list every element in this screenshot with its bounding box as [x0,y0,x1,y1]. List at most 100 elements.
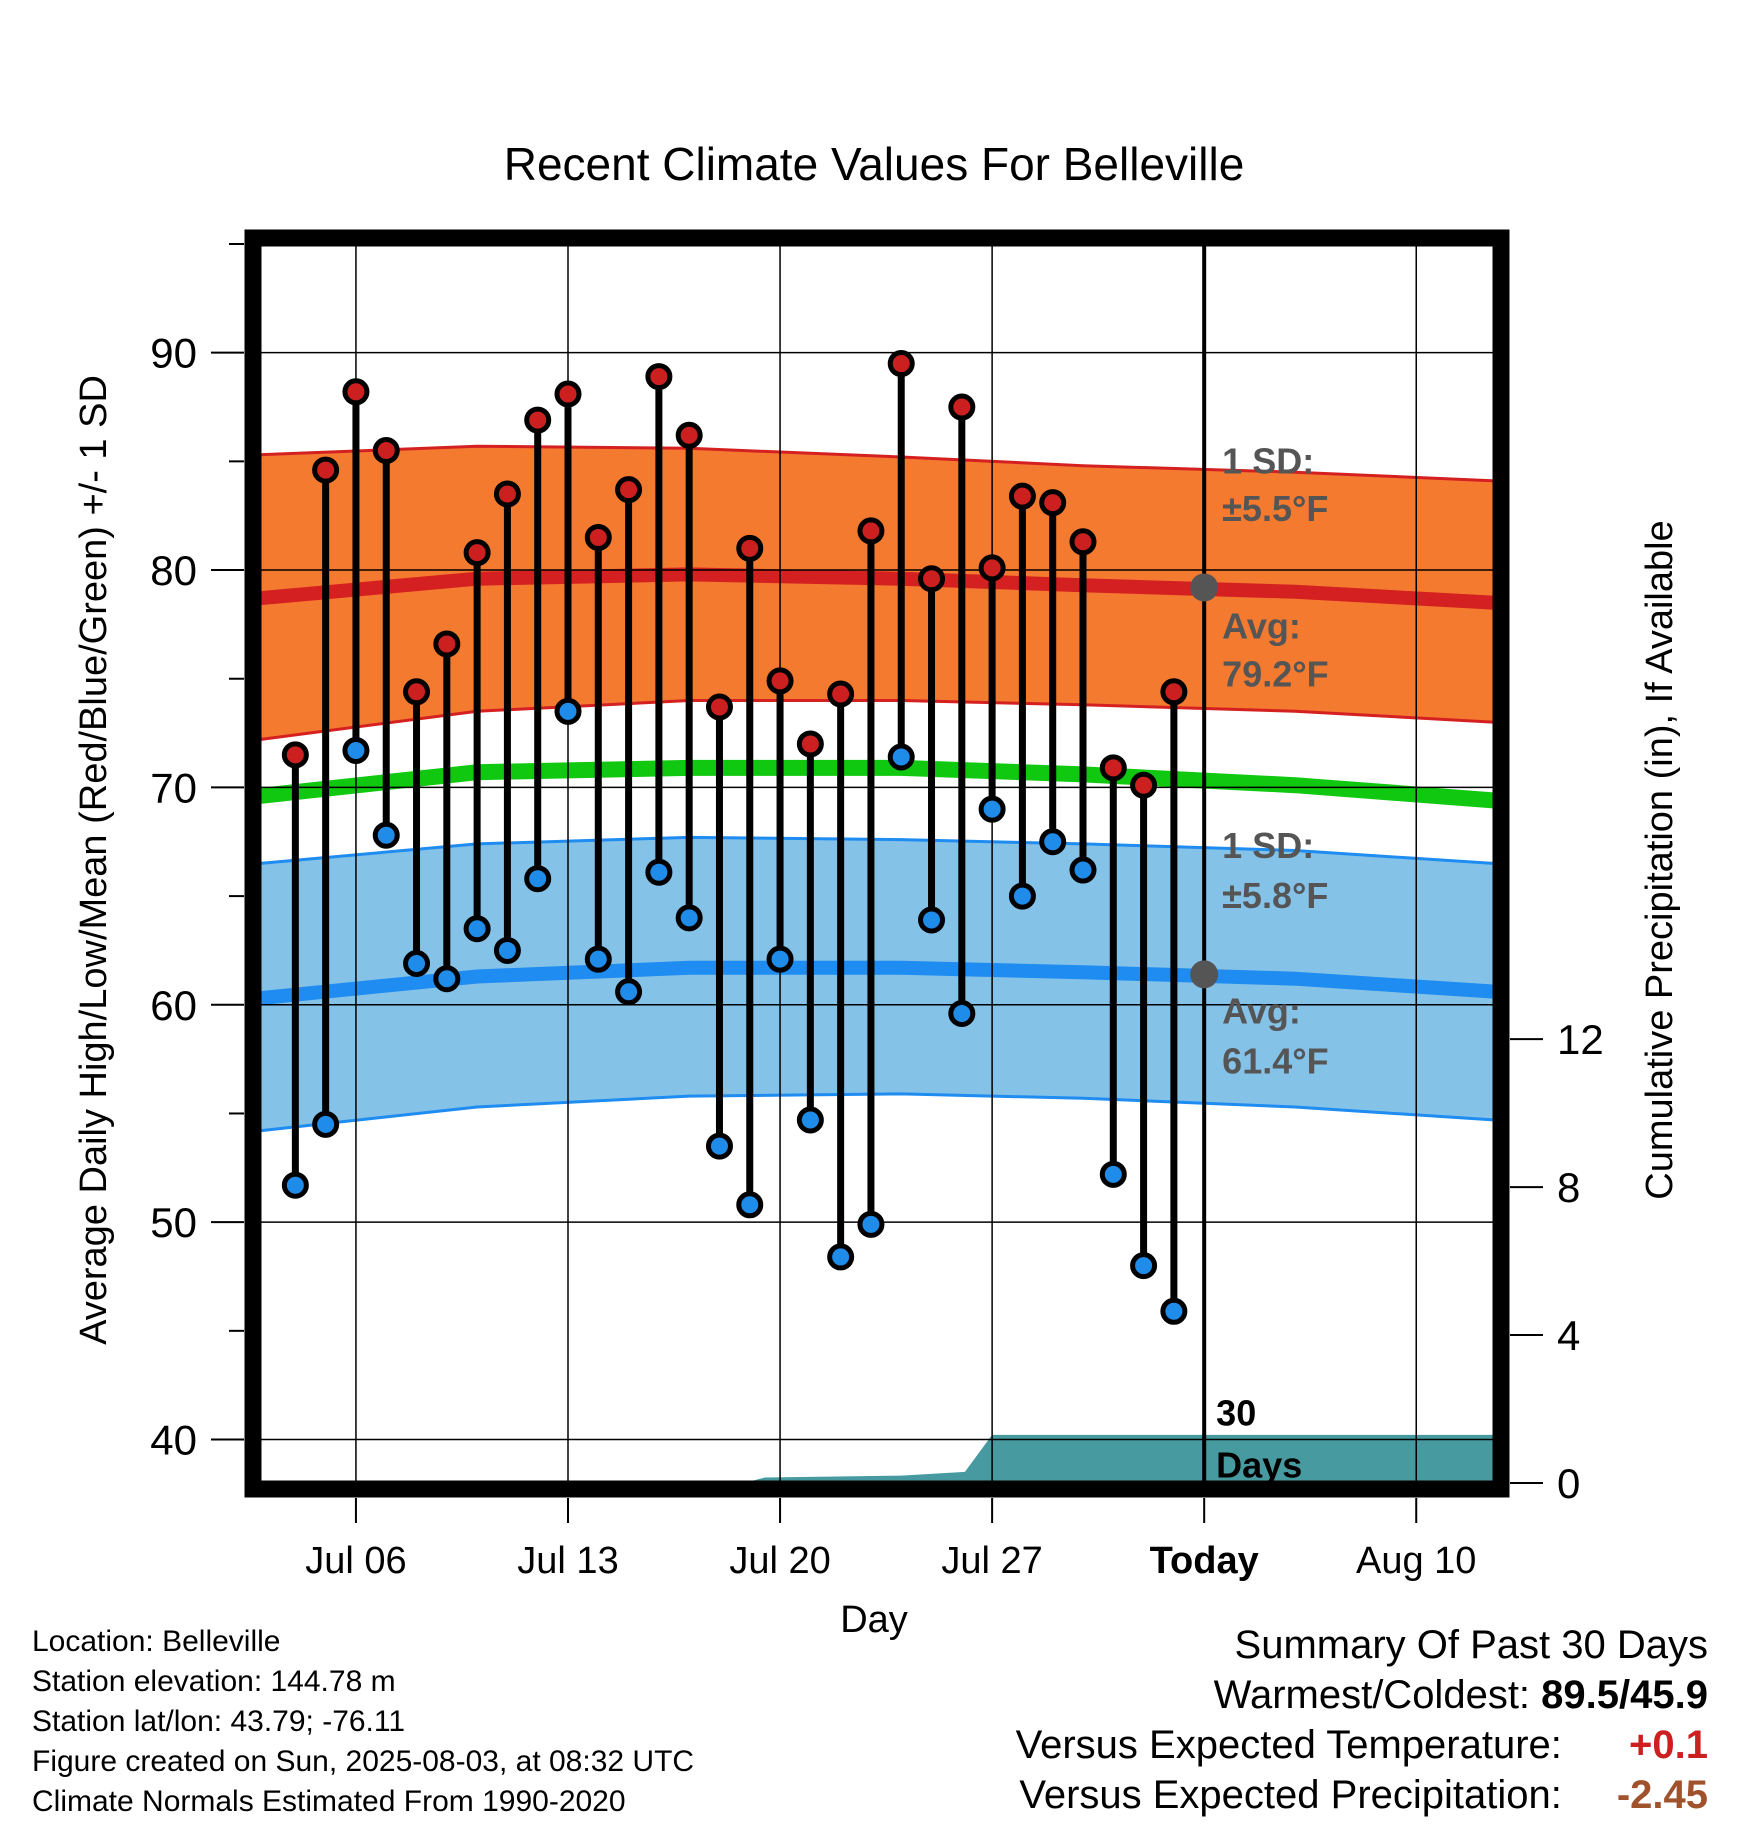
daily-high-point [948,393,976,421]
daily-high-point [827,680,855,708]
daily-low-point [403,949,431,977]
chart-title: Recent Climate Values For Belleville [504,138,1245,190]
today-high-avg-marker [1190,573,1219,602]
daily-high-point [736,534,764,562]
low-sd-label: 1 SD: [1222,825,1314,866]
daily-low-point [675,904,703,932]
daily-low-point [584,945,612,973]
daily-high-point [403,678,431,706]
daily-low-point [766,945,794,973]
summary-panel: Summary Of Past 30 Days Warmest/Coldest:… [1016,1620,1708,1820]
daily-high-point [554,380,582,408]
daily-low-point [493,936,521,964]
precip-tick-label: 12 [1557,1016,1604,1063]
daily-high-point [433,630,461,658]
daily-low-point [1130,1252,1158,1280]
daily-low-point [796,1106,824,1134]
x-tick-label: Jul 13 [517,1540,618,1582]
normals-text: Climate Normals Estimated From 1990-2020 [32,1785,626,1818]
daily-low-point [312,1110,340,1138]
daily-low-point [827,1243,855,1271]
daily-low-point [1069,856,1097,884]
y-tick-label: 80 [150,547,197,594]
daily-high-point [796,730,824,758]
daily-low-point [978,795,1006,823]
temp-departure-value: +0.1 [1629,1723,1708,1767]
high-avg-label: Avg: [1222,606,1301,647]
normal-low-line [259,960,1495,1006]
y-tick-label: 60 [150,982,197,1029]
today-low-avg-marker [1190,960,1219,989]
warm-cold-value: 89.5/45.9 [1541,1673,1708,1717]
precip-departure-label: Versus Expected Precipitation: [1019,1773,1562,1817]
daily-low-point [705,1132,733,1160]
x-tick-label: Today [1150,1540,1259,1582]
daily-high-point [342,378,370,406]
warm-cold-row: Warmest/Coldest: 89.5/45.9 [1016,1670,1708,1720]
plot-frame [244,229,1510,1498]
daily-high-point [312,456,340,484]
daily-low-point [645,858,673,886]
plot-content [259,244,1495,1483]
daily-low-point [736,1191,764,1219]
daily-high-point [615,476,643,504]
days-count-label: 30 [1216,1392,1256,1433]
daily-high-point [766,667,794,695]
daily-low-point [1099,1160,1127,1188]
y-tick-label: 40 [150,1417,197,1464]
warm-cold-label: Warmest/Coldest: [1213,1673,1531,1717]
x-tick-label: Jul 27 [941,1540,1042,1582]
daily-high-point [1069,528,1097,556]
daily-high-point [372,437,400,464]
daily-low-point [1008,882,1036,910]
daily-high-point [645,363,673,391]
daily-high-point [705,693,733,721]
x-tick-label: Jul 20 [729,1540,830,1582]
daily-low-point [887,743,915,771]
y-axis-label-right: Cumulative Precipitation (in), If Availa… [1639,520,1681,1199]
daily-high-point [1160,678,1188,706]
daily-high-point [281,741,309,769]
daily-high-point [524,406,552,434]
plot-area: 1 SD: ±5.5°F Avg: 79.2°F 1 SD: ±5.8°F Avg: 61.4… [150,229,1604,1582]
high-avg-value: 79.2°F [1222,653,1328,694]
y-tick-label: 50 [150,1199,197,1246]
latlon-text: Station lat/lon: 43.79; -76.11 [32,1705,406,1738]
daily-low-point [857,1210,885,1238]
daily-high-point [584,523,612,551]
precip-tick-label: 8 [1557,1164,1580,1211]
temp-departure-label: Versus Expected Temperature: [1015,1723,1562,1767]
daily-high-point [493,480,521,508]
daily-high-point [918,565,946,593]
low-avg-value: 61.4°F [1222,1040,1328,1081]
precip-tick-label: 4 [1557,1312,1580,1359]
daily-low-point [342,736,370,764]
elevation-text: Station elevation: 144.78 m [32,1665,396,1698]
normal-low-sd-lower-edge [259,1092,1495,1133]
low-sd-value: ±5.8°F [1222,875,1328,916]
x-tick-label: Aug 10 [1356,1540,1476,1582]
daily-high-point [463,539,491,567]
precip-departure-value: -2.45 [1616,1773,1708,1817]
high-sd-value: ±5.5°F [1222,488,1328,529]
high-sd-label: 1 SD: [1222,440,1314,481]
low-avg-label: Avg: [1222,990,1301,1031]
precip-departure-row: Versus Expected Precipitation: -2.45 [1016,1770,1708,1820]
daily-high-point [887,350,915,378]
daily-low-point [948,999,976,1027]
daily-high-point [857,517,885,545]
daily-low-point [372,821,400,849]
daily-high-point [1039,489,1067,517]
daily-low-point [524,865,552,893]
x-axis-label: Day [840,1599,908,1641]
daily-low-point [615,978,643,1006]
daily-high-point [675,421,703,449]
precip-area [259,1434,1495,1483]
daily-low-point [554,697,582,725]
station-info: Location: Belleville Station elevation: … [32,1622,694,1822]
y-tick-label: 70 [150,764,197,811]
daily-low-point [463,915,491,943]
precip-tick-label: 0 [1557,1460,1580,1507]
temp-departure-row: Versus Expected Temperature: +0.1 [1016,1720,1708,1770]
